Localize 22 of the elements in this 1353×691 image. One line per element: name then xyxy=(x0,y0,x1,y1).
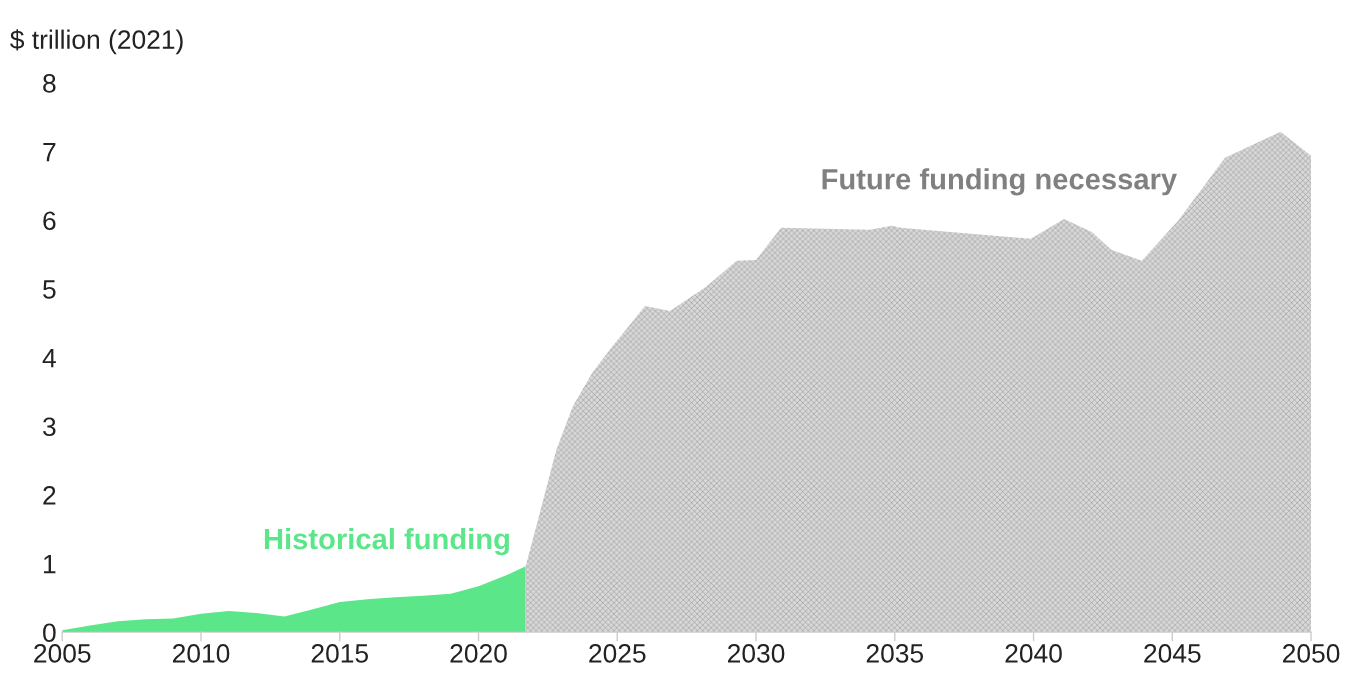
x-tick-label: 2030 xyxy=(728,644,785,663)
y-tick-label: 1 xyxy=(44,555,56,574)
y-tick-label: 3 xyxy=(43,417,56,437)
x-tick-label: 2050 xyxy=(1283,644,1340,663)
x-tick-label: 2020 xyxy=(450,644,507,663)
x-tick-label: 2010 xyxy=(172,644,230,663)
x-tick-label: 2035 xyxy=(866,644,924,663)
y-tick-label: 6 xyxy=(43,211,56,231)
x-tick-label: 2005 xyxy=(34,644,91,663)
y-tick-label: 5 xyxy=(43,280,56,299)
y-tick-label: 0 xyxy=(43,623,56,643)
x-tick-label: 2045 xyxy=(1144,644,1201,663)
series-label: Historical funding xyxy=(264,527,509,556)
y-tick-label: 8 xyxy=(43,74,56,93)
x-tick-label: 2025 xyxy=(589,644,646,663)
x-tick-label: 2015 xyxy=(311,644,368,663)
x-tick-label: 2040 xyxy=(1005,644,1062,663)
series-label: Future funding necessary xyxy=(822,168,1177,196)
y-tick-label: 7 xyxy=(43,143,56,162)
y-tick-label: 2 xyxy=(43,486,56,505)
y-axis-title: $ trillion (2021) xyxy=(10,29,183,55)
y-tick-label: 4 xyxy=(42,349,56,368)
